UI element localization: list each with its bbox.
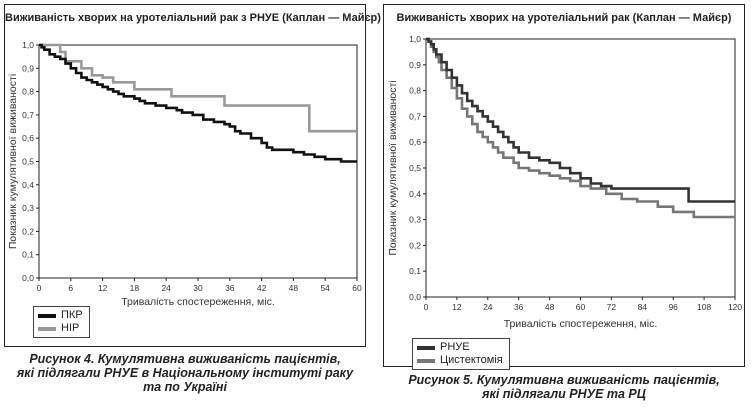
caption-line: які підлягали РНУЕ та РЦ xyxy=(482,387,646,401)
y-tick-label: 0,1 xyxy=(409,266,421,276)
chart-panel-2: Виживаність хворих на уротеліальний рак … xyxy=(383,4,745,370)
figure-caption: Рисунок 5. Кумулятивна виживаність паціє… xyxy=(383,373,745,401)
y-tick-label: 1,0 xyxy=(22,40,34,50)
y-tick-label: 1,0 xyxy=(409,34,421,44)
chart-legend: РНУЕ Цистектомія xyxy=(412,338,510,370)
legend-entry: Цистектомія xyxy=(417,354,503,367)
chart-panel-1: Виживаність хворих на уротеліальний рак … xyxy=(4,4,381,347)
x-tick-label: 30 xyxy=(193,283,203,293)
x-tick-label: 18 xyxy=(130,283,140,293)
series-line-2 xyxy=(39,43,357,133)
x-tick-label: 6 xyxy=(68,283,73,293)
x-tick-label: 60 xyxy=(576,302,586,312)
chart-title: Виживаність хворих на уротеліальний рак … xyxy=(5,12,381,24)
y-tick-label: 0,2 xyxy=(409,240,421,250)
series-line-1 xyxy=(426,37,735,203)
km-plot-2: 0,0 0,1 0,2 0,3 0,4 0,5 0,6 0,7 0,8 0,9 1,0 0 12 24 36… xyxy=(387,34,742,330)
y-tick-label: 0,9 xyxy=(409,60,421,70)
x-tick-label: 12 xyxy=(452,302,462,312)
y-tick-label: 0,0 xyxy=(409,292,421,302)
legend-swatch xyxy=(417,345,435,350)
caption-line: та по Україні xyxy=(143,380,227,394)
x-tick-label: 24 xyxy=(483,302,493,312)
km-plot-1: 0,0 0,1 0,2 0,3 0,4 0,5 0,6 0,7 0,8 0,9 1,0 0 6 12 18 2… xyxy=(7,40,362,308)
legend-label: НІР xyxy=(61,322,80,334)
y-tick-label: 0,7 xyxy=(409,111,421,121)
y-tick-label: 0,8 xyxy=(409,86,421,96)
x-tick-label: 0 xyxy=(424,302,429,312)
x-tick-label: 48 xyxy=(289,283,299,293)
caption-line: Рисунок 5. Кумулятивна виживаність паціє… xyxy=(408,373,720,387)
legend-label: Цистектомія xyxy=(440,354,503,366)
legend-label: ПКР xyxy=(61,309,83,321)
caption-line: Рисунок 4. Кумулятивна виживаність паціє… xyxy=(29,352,341,366)
y-axis-title: Показник кумулятивної виживаності xyxy=(387,80,399,255)
y-tick-label: 0,5 xyxy=(409,163,421,173)
y-axis-title: Показник кумулятивної виживаності xyxy=(7,74,19,249)
chart-legend: ПКР НІР xyxy=(33,306,90,338)
legend-swatch xyxy=(38,313,56,318)
x-tick-label: 36 xyxy=(225,283,235,293)
y-tick-label: 0,4 xyxy=(22,180,34,190)
y-tick-label: 0,7 xyxy=(22,110,34,120)
legend-entry: РНУЕ xyxy=(417,341,503,354)
caption-line: які підлягали РНУЕ в Національному інсти… xyxy=(16,366,354,380)
x-axis-title: Тривалість спостереження, міс. xyxy=(504,318,658,330)
series-line-1 xyxy=(39,43,357,163)
x-tick-label: 84 xyxy=(638,302,648,312)
x-tick-label: 0 xyxy=(37,283,42,293)
y-tick-label: 0,8 xyxy=(22,87,34,97)
x-tick-label: 120 xyxy=(728,302,742,312)
x-tick-label: 60 xyxy=(352,283,362,293)
y-tick-label: 0,0 xyxy=(22,273,34,283)
x-tick-label: 108 xyxy=(697,302,711,312)
y-tick-label: 0,2 xyxy=(22,226,34,236)
y-tick-label: 0,3 xyxy=(409,215,421,225)
legend-label: РНУЕ xyxy=(440,341,470,353)
y-tick-label: 0,1 xyxy=(22,250,34,260)
y-tick-label: 0,6 xyxy=(409,137,421,147)
legend-swatch xyxy=(417,358,435,363)
y-tick-label: 0,6 xyxy=(22,133,34,143)
legend-entry: ПКР xyxy=(38,309,83,322)
x-tick-label: 12 xyxy=(98,283,108,293)
x-tick-label: 96 xyxy=(668,302,678,312)
x-axis-title: Тривалість спостереження, міс. xyxy=(121,296,275,308)
x-tick-label: 54 xyxy=(320,283,330,293)
figure-caption: Рисунок 4. Кумулятивна виживаність паціє… xyxy=(4,352,366,394)
y-tick-label: 0,9 xyxy=(22,63,34,73)
x-tick-label: 36 xyxy=(514,302,524,312)
y-tick-label: 0,3 xyxy=(22,203,34,213)
legend-swatch xyxy=(38,326,56,331)
y-tick-label: 0,4 xyxy=(409,189,421,199)
chart-title: Виживаність хворих на уротеліальний рак … xyxy=(396,12,732,24)
x-tick-label: 48 xyxy=(545,302,555,312)
x-tick-label: 42 xyxy=(257,283,267,293)
y-tick-label: 0,5 xyxy=(22,157,34,167)
legend-entry: НІР xyxy=(38,322,83,335)
plot-area xyxy=(425,38,736,298)
x-tick-label: 72 xyxy=(607,302,617,312)
x-tick-label: 24 xyxy=(161,283,171,293)
